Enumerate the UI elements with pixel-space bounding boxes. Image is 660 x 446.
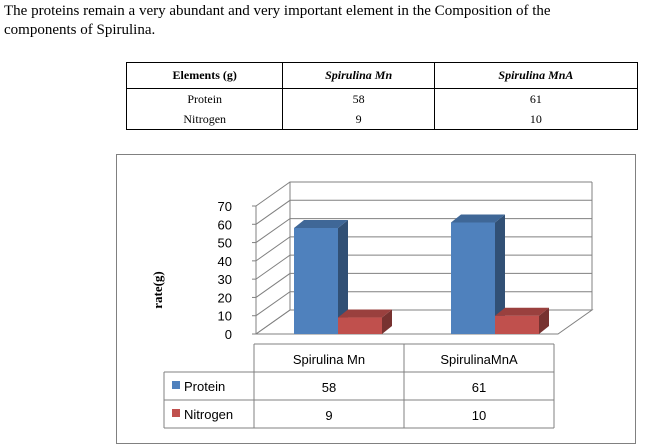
bar-front bbox=[495, 315, 539, 334]
y-tick-label: 0 bbox=[225, 327, 232, 342]
cell-mn-protein: 58 bbox=[352, 92, 365, 106]
bar-top bbox=[294, 219, 348, 228]
gridline bbox=[255, 199, 592, 225]
cell-mna-protein: 61 bbox=[529, 92, 542, 106]
data-value: 9 bbox=[325, 408, 332, 423]
intro-line-2: components of Spirulina. bbox=[4, 22, 156, 38]
mna-cell: 61 10 bbox=[433, 88, 639, 130]
y-tick-label: 60 bbox=[218, 217, 232, 232]
legend-label-nitrogen: Nitrogen bbox=[184, 407, 233, 422]
bar-top bbox=[495, 307, 549, 316]
legend-key-protein bbox=[172, 381, 180, 389]
bar-side bbox=[539, 307, 549, 334]
data-value: 58 bbox=[322, 380, 336, 395]
bar-nitrogen-1 bbox=[495, 307, 549, 334]
bar-protein-0 bbox=[294, 219, 348, 334]
cell-element-protein: Protein bbox=[187, 92, 223, 106]
cell-mna-nitrogen: 10 bbox=[529, 112, 542, 126]
intro-paragraph: The proteins remain a very abundant and … bbox=[4, 2, 656, 40]
bar-nitrogen-0 bbox=[338, 309, 392, 334]
bar-side bbox=[495, 214, 505, 334]
gridline bbox=[255, 181, 592, 207]
bar-front bbox=[294, 227, 338, 334]
y-tick-label: 70 bbox=[218, 199, 232, 214]
elements-cell: Protein Nitrogen bbox=[125, 88, 284, 130]
cell-mn-nitrogen: 9 bbox=[355, 112, 362, 126]
mn-cell: 58 9 bbox=[282, 88, 435, 130]
legend-key-nitrogen bbox=[172, 409, 180, 417]
table-header-row: Elements (g) Spirulina Mn Spirulina MnA bbox=[125, 62, 639, 89]
cell-element-nitrogen: Nitrogen bbox=[183, 112, 227, 126]
chart-frame bbox=[116, 154, 636, 444]
bar-front bbox=[451, 222, 495, 334]
category-label: Spirulina Mn bbox=[293, 352, 365, 367]
y-tick-label: 10 bbox=[218, 309, 232, 324]
bar-side bbox=[338, 219, 348, 334]
y-tick-label: 40 bbox=[218, 254, 232, 269]
bar-top bbox=[451, 214, 505, 223]
header-elements: Elements (g) bbox=[125, 62, 284, 89]
table-body-row: Protein Nitrogen 58 9 61 10 bbox=[125, 88, 639, 130]
bar-side bbox=[382, 309, 392, 334]
elements-table: Elements (g) Spirulina Mn Spirulina MnA … bbox=[125, 62, 639, 130]
data-value: 61 bbox=[472, 380, 486, 395]
y-tick-label: 30 bbox=[218, 272, 232, 287]
y-tick-label: 20 bbox=[218, 290, 232, 305]
bar-top bbox=[338, 309, 392, 318]
bar-protein-1 bbox=[451, 214, 505, 334]
category-label: SpirulinaMnA bbox=[440, 352, 518, 367]
bar-front bbox=[338, 317, 382, 334]
intro-line-1: The proteins remain a very abundant and … bbox=[4, 3, 551, 19]
legend-label-protein: Protein bbox=[184, 379, 225, 394]
data-value: 10 bbox=[472, 408, 486, 423]
y-tick-label: 50 bbox=[218, 236, 232, 251]
